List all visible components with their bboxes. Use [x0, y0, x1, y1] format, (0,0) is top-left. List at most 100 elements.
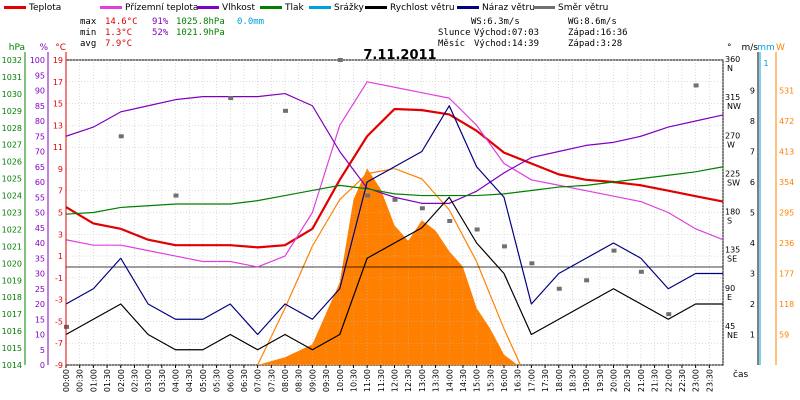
x-tick-label: 06:30: [240, 369, 249, 392]
humidity-axis-tick: 5: [40, 346, 45, 355]
wind-axis-tick: 2: [750, 300, 755, 309]
solar-axis-tick: 531: [779, 87, 794, 96]
stats-max-press: 1025.8hPa: [176, 17, 225, 27]
chart-title: 7.11.2011: [363, 48, 437, 63]
pressure-axis-tick: 1030: [2, 90, 22, 99]
x-tick-label: 12:30: [404, 369, 413, 392]
stats-max-rain: 0.0mm: [237, 17, 265, 27]
solar-axis-tick: 413: [779, 148, 794, 157]
humidity-axis-tick: 85: [35, 102, 45, 111]
legend-swatch: [365, 6, 387, 9]
x-tick-label: 22:00: [664, 369, 673, 392]
legend-item-tlak: Tlak: [260, 3, 304, 13]
temperature-axis-tick: 5: [58, 209, 63, 218]
pressure-axis-unit: hPa: [9, 43, 25, 53]
wind-direction-point: [474, 227, 480, 232]
wind-direction-point: [173, 193, 179, 198]
x-tick-label: 03:30: [158, 369, 167, 392]
x-axis-label: čas: [733, 369, 748, 380]
x-tick-label: 16:30: [514, 369, 523, 392]
temperature-axis-tick: 9: [58, 165, 63, 174]
humidity-axis-tick: 70: [35, 148, 45, 157]
pressure-axis-tick: 1029: [2, 107, 22, 116]
x-tick-label: 13:30: [432, 369, 441, 392]
pressure-axis-tick: 1016: [2, 327, 22, 336]
x-tick-label: 17:00: [527, 369, 536, 392]
pressure-axis-tick: 1018: [2, 293, 22, 302]
x-tick-label: 02:30: [130, 369, 139, 392]
humidity-axis-tick: 55: [35, 193, 45, 202]
direction-axis-name: SE: [727, 255, 737, 264]
temperature-axis-tick: 19: [53, 56, 63, 65]
humidity-axis-tick: 60: [35, 178, 45, 187]
x-tick-label: 05:00: [199, 369, 208, 392]
legend-swatch: [100, 6, 122, 9]
legend-item-prizemni-teplota: Přízemní teplota: [100, 3, 198, 13]
direction-axis-tick: 135: [725, 246, 740, 255]
direction-axis-tick: 90: [725, 284, 735, 293]
legend-item-rychlost-vetru: Rychlost větru: [365, 3, 455, 13]
x-tick-label: 11:30: [377, 369, 386, 392]
pressure-axis-tick: 1014: [2, 361, 22, 370]
pressure-axis-tick: 1019: [2, 276, 22, 285]
wind-axis-tick: 9: [750, 87, 755, 96]
x-tick-label: 20:00: [610, 369, 619, 392]
direction-axis-tick: 360: [725, 55, 740, 64]
wind-direction-point: [556, 286, 562, 291]
temperature-axis-tick: 3: [58, 230, 63, 239]
humidity-axis-tick: 45: [35, 224, 45, 233]
legend-swatch: [457, 6, 479, 9]
wind-direction-point: [447, 218, 453, 223]
direction-axis-name: W: [727, 140, 735, 149]
solar-axis-tick: 295: [779, 209, 794, 218]
pressure-axis-tick: 1024: [2, 192, 22, 201]
temperature-axis-tick: -1: [55, 274, 63, 283]
temperature-axis-tick: -5: [55, 317, 63, 326]
stats-avg-temp: 7.9°C: [105, 39, 133, 49]
direction-axis-name: NW: [727, 102, 741, 111]
x-tick-label: 00:30: [76, 369, 85, 392]
humidity-axis-tick: 65: [35, 163, 45, 172]
wind-direction-point: [337, 58, 343, 62]
pressure-axis-tick: 1031: [2, 73, 22, 82]
temperature-axis-tick: 1: [58, 252, 63, 261]
wind-axis-tick: 8: [750, 117, 755, 126]
stats-min-label: min: [80, 28, 97, 38]
wind-direction-point: [611, 248, 617, 253]
wind-direction-point: [529, 261, 535, 266]
solar-axis-tick: 472: [779, 117, 794, 126]
direction-axis-name: S: [727, 217, 732, 226]
series-layer: [64, 58, 724, 351]
direction-axis-tick: 180: [725, 208, 740, 217]
direction-axis-tick: 315: [725, 93, 740, 102]
x-tick-label: 12:00: [391, 369, 400, 392]
x-tick-label: 04:00: [172, 369, 181, 392]
x-tick-label: 13:00: [418, 369, 427, 392]
right-axes: °360N315NW270W225SW180S135SE90E45NEm/s98…: [725, 43, 794, 365]
temperature-axis-tick: 17: [53, 78, 63, 87]
pressure-axis-tick: 1023: [2, 209, 22, 218]
wind-direction-point: [392, 197, 398, 202]
series-line: [65, 105, 723, 336]
direction-axis-name: SW: [727, 178, 740, 187]
pressure-axis-tick: 1020: [2, 259, 22, 268]
direction-axis-tick: 45: [725, 322, 735, 331]
wind-direction-point: [638, 269, 644, 274]
x-tick-label: 21:00: [637, 369, 646, 392]
pressure-axis-tick: 1027: [2, 141, 22, 150]
legend-swatch: [533, 6, 555, 9]
x-tick-label: 11:00: [363, 369, 372, 392]
solar-axis-tick: 118: [779, 300, 794, 309]
humidity-axis-tick: 95: [35, 71, 45, 80]
stats-avg-label: avg: [80, 39, 97, 49]
x-tick-label: 04:30: [185, 369, 194, 392]
x-tick-label: 17:30: [541, 369, 550, 392]
x-tick-label: 19:30: [596, 369, 605, 392]
moon-label: Měsíc: [438, 39, 466, 49]
temperature-axis-tick: -7: [55, 339, 63, 348]
x-tick-label: 23:30: [705, 369, 714, 392]
x-tick-label: 10:30: [349, 369, 358, 392]
x-tick-label: 20:30: [623, 369, 632, 392]
series-line: [65, 81, 724, 268]
